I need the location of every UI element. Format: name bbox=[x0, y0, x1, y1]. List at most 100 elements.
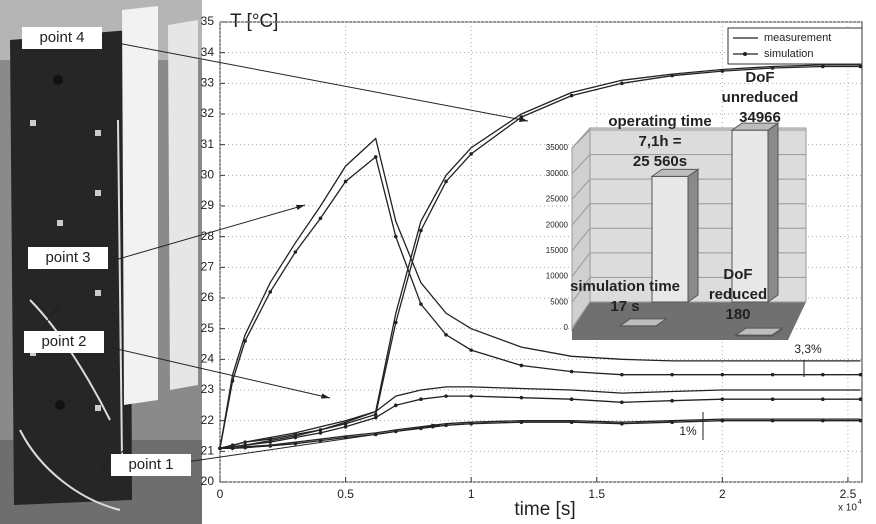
inset-value-label: simulation time 17 s bbox=[570, 278, 680, 315]
marker bbox=[569, 93, 574, 98]
marker bbox=[569, 369, 574, 374]
inset-value-label: operating time 7,1h = 25 560s bbox=[608, 113, 711, 170]
x-axis-label: time [s] bbox=[514, 499, 575, 520]
x-tick-label: 1 bbox=[468, 487, 475, 501]
marker bbox=[670, 398, 674, 403]
marker bbox=[821, 372, 825, 377]
marker bbox=[770, 66, 775, 70]
x-multiplier: x 10 bbox=[838, 503, 857, 514]
bar-top bbox=[734, 327, 784, 336]
marker bbox=[720, 397, 725, 402]
pointer-line bbox=[103, 345, 331, 399]
inset-value-label: DoF unreduced 34966 bbox=[722, 69, 799, 126]
inset-grid-line bbox=[571, 178, 591, 200]
photo bbox=[0, 0, 202, 524]
bar-top bbox=[618, 318, 668, 327]
marker bbox=[394, 234, 398, 239]
marker bbox=[469, 394, 473, 398]
marker bbox=[268, 444, 273, 448]
photo-hole bbox=[53, 75, 63, 85]
x-tick-label: 0 bbox=[217, 487, 224, 501]
pointer-head bbox=[52, 305, 60, 314]
marker bbox=[343, 179, 348, 184]
marker bbox=[519, 420, 524, 425]
marker bbox=[620, 421, 624, 426]
inset-value-label: DoF reduced 180 bbox=[709, 266, 767, 323]
line bbox=[219, 395, 861, 449]
x-tick-label: 2.5 bbox=[840, 487, 857, 501]
pointer-head bbox=[519, 116, 528, 123]
legend-box bbox=[727, 27, 863, 65]
marker bbox=[519, 395, 524, 400]
inset-tick-label: 30000 bbox=[546, 169, 569, 178]
marker bbox=[293, 250, 298, 254]
bar-front bbox=[731, 129, 769, 303]
marker bbox=[243, 440, 247, 444]
inset-tick-label: 5000 bbox=[550, 297, 568, 306]
legend-label: measurement bbox=[764, 32, 831, 44]
marker bbox=[243, 445, 247, 450]
x-tick-label: 0.5 bbox=[337, 487, 354, 501]
pointer-head bbox=[431, 423, 440, 429]
photo-cables bbox=[19, 119, 123, 511]
marker bbox=[519, 363, 524, 368]
inset-grid-line bbox=[571, 203, 591, 226]
line bbox=[219, 65, 861, 449]
marker bbox=[858, 64, 863, 69]
pointer-line bbox=[107, 204, 306, 263]
inset-tick-label: 15000 bbox=[546, 246, 569, 255]
marker bbox=[670, 73, 674, 78]
y-tick-label: 33 bbox=[201, 76, 215, 90]
marker bbox=[770, 418, 775, 423]
inset-tick-label: 35000 bbox=[546, 143, 569, 152]
pointer-line bbox=[185, 424, 441, 463]
y-tick-label: 21 bbox=[201, 444, 215, 458]
marker bbox=[720, 372, 725, 377]
inset-tick-label: 20000 bbox=[546, 220, 569, 229]
marker bbox=[444, 179, 448, 184]
marker bbox=[821, 418, 825, 423]
marker bbox=[444, 333, 448, 337]
marker bbox=[720, 418, 725, 423]
y-tick-label: 20 bbox=[201, 474, 215, 488]
y-tick-label: 29 bbox=[201, 198, 215, 212]
marker bbox=[821, 397, 825, 402]
marker bbox=[670, 420, 674, 425]
marker bbox=[620, 81, 624, 86]
x-multiplier-exponent: 4 bbox=[858, 499, 862, 506]
y-tick-label: 27 bbox=[201, 260, 215, 274]
marker bbox=[469, 421, 473, 426]
photo-label: point 1 bbox=[128, 456, 173, 473]
marker bbox=[858, 372, 863, 377]
marker bbox=[670, 372, 674, 377]
inset-grid-line bbox=[571, 129, 591, 149]
y-tick-label: 30 bbox=[201, 168, 215, 182]
marker bbox=[373, 155, 378, 159]
marker bbox=[373, 415, 378, 420]
marker bbox=[268, 440, 273, 444]
y-tick-label: 26 bbox=[201, 290, 215, 304]
photo-label: point 4 bbox=[39, 29, 84, 46]
inset-grid-line bbox=[571, 301, 591, 329]
line bbox=[219, 155, 861, 449]
photo-hole bbox=[55, 400, 65, 410]
marker bbox=[268, 290, 273, 294]
marker bbox=[318, 431, 323, 435]
marker bbox=[858, 397, 863, 402]
y-axis-label: T [°C] bbox=[230, 11, 278, 32]
x-tick-label: 2 bbox=[719, 487, 726, 501]
inset-grid-line bbox=[571, 154, 591, 175]
inset-tick-label: 0 bbox=[564, 323, 569, 332]
marker bbox=[343, 425, 348, 429]
y-tick-label: 35 bbox=[201, 14, 215, 28]
bar-top bbox=[730, 122, 780, 131]
inset-grid-line bbox=[571, 227, 591, 252]
marker bbox=[373, 412, 378, 417]
marker bbox=[720, 69, 725, 73]
marker bbox=[444, 394, 448, 398]
bar-side bbox=[767, 122, 779, 303]
x-tick-label: 1.5 bbox=[588, 487, 605, 501]
inset-tick-label: 25000 bbox=[546, 195, 569, 204]
photo-label-box bbox=[111, 454, 191, 476]
